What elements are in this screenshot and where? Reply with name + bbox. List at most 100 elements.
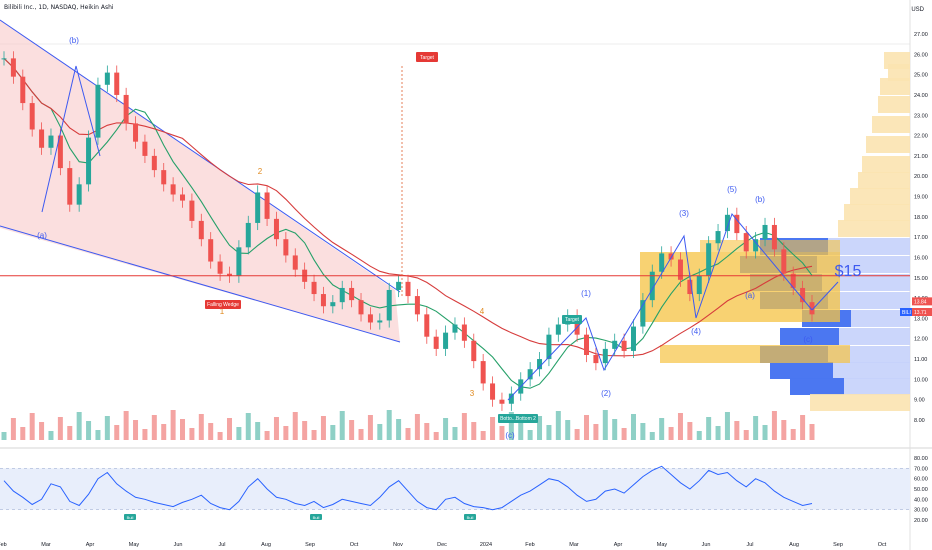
candle-body [481, 361, 486, 383]
candle-body [584, 335, 589, 355]
wave-label-10: (3) [679, 209, 689, 218]
volume-bar [171, 410, 176, 440]
candle-body [490, 383, 495, 399]
volume-bar [20, 427, 25, 440]
volume-bar [265, 431, 270, 440]
volume-bar [208, 423, 213, 440]
x-tick-label: Aug [261, 542, 271, 548]
wave-label-14: (a) [745, 291, 755, 300]
candle-body [152, 156, 157, 170]
candle-body [349, 288, 354, 300]
x-tick-label: Feb [0, 542, 7, 548]
candle-body [283, 239, 288, 255]
candle-body [105, 73, 110, 85]
y-tick-label: 23.00 [914, 113, 928, 119]
x-tick-label: Nov [393, 542, 403, 548]
volume-bar [11, 418, 16, 440]
candle-body [443, 333, 448, 349]
vp-row-bg [844, 204, 910, 221]
volume-bar [772, 411, 777, 440]
x-tick-label: Jun [174, 542, 183, 548]
volume-bar [199, 414, 204, 440]
volume-bar [424, 423, 429, 440]
rsi-axis-label: 50.00 [914, 487, 928, 493]
rsi-axis-label: 70.00 [914, 466, 928, 472]
candle-body [180, 194, 185, 200]
candle-body [67, 168, 72, 205]
rsi-band [0, 468, 910, 509]
volume-bar [650, 432, 655, 440]
rsi-axis-label: 30.00 [914, 508, 928, 514]
volume-bar [368, 415, 373, 440]
volume-bar [340, 411, 345, 440]
y-tick-label: 15.00 [914, 276, 928, 282]
vp-row-bg [880, 78, 910, 95]
x-tick-label: Sep [305, 542, 315, 548]
candle-body [293, 255, 298, 269]
volume-bar [67, 426, 72, 440]
volume-bar [452, 427, 457, 440]
y-tick-label: 10.00 [914, 377, 928, 383]
y-tick-label: 12.00 [914, 337, 928, 343]
volume-bar [706, 417, 711, 440]
volume-bar [462, 413, 467, 440]
candle-body [499, 400, 504, 404]
x-tick-label: 2024 [480, 542, 492, 548]
candle-body [772, 225, 777, 249]
candle-body [424, 314, 429, 336]
candle-body [114, 73, 119, 95]
price-tag-1: 13.84 [914, 299, 927, 305]
y-tick-label: 22.00 [914, 134, 928, 140]
wave-label-13: (b) [755, 195, 765, 204]
y-tick-label: 18.00 [914, 215, 928, 221]
volume-bar [763, 425, 768, 440]
candle-body [697, 276, 702, 294]
target-label-2: Target [565, 317, 580, 323]
candle-body [255, 192, 260, 222]
candle-body [631, 327, 636, 351]
volume-bar [189, 428, 194, 440]
x-tick-label: Feb [525, 542, 534, 548]
candle-body [471, 341, 476, 361]
volume-bar [48, 431, 53, 440]
volume-bar [622, 428, 627, 440]
volume-bar [744, 430, 749, 440]
x-tick-label: Oct [350, 542, 359, 548]
candle-body [142, 142, 147, 156]
volume-bar [377, 424, 382, 440]
volume-bar [443, 418, 448, 440]
ticker-label: BILI [902, 310, 911, 316]
volume-bar [58, 417, 63, 440]
currency-label: USD [911, 7, 924, 13]
candle-body [20, 77, 25, 103]
volume-bar [687, 422, 692, 440]
vp-row-blue [770, 362, 833, 379]
candle-body [800, 288, 805, 302]
volume-bar [274, 417, 279, 440]
candle-body [86, 138, 91, 185]
x-tick-label: Dec [437, 542, 447, 548]
vp-row-bg [878, 96, 910, 113]
candle-body [452, 325, 457, 333]
volume-bar [415, 414, 420, 440]
volume-bar [255, 422, 260, 440]
candle-body [48, 136, 53, 148]
candle-body [171, 184, 176, 194]
volume-bar [697, 431, 702, 440]
wave-label-9: (2) [601, 389, 611, 398]
volume-bar [584, 415, 589, 440]
vp-row-bg [862, 156, 910, 173]
wave-label-6: 4 [480, 307, 485, 316]
rsi-axis-label: 40.00 [914, 497, 928, 503]
target-label: Target [420, 55, 435, 61]
candle-body [359, 300, 364, 314]
x-tick-label: Oct [878, 542, 887, 548]
candle-body [603, 349, 608, 363]
candle-body [39, 129, 44, 147]
volume-bar [30, 413, 35, 440]
candle-body [321, 294, 326, 306]
y-tick-label: 13.00 [914, 316, 928, 322]
volume-bar [321, 416, 326, 440]
volume-bar [565, 420, 570, 440]
